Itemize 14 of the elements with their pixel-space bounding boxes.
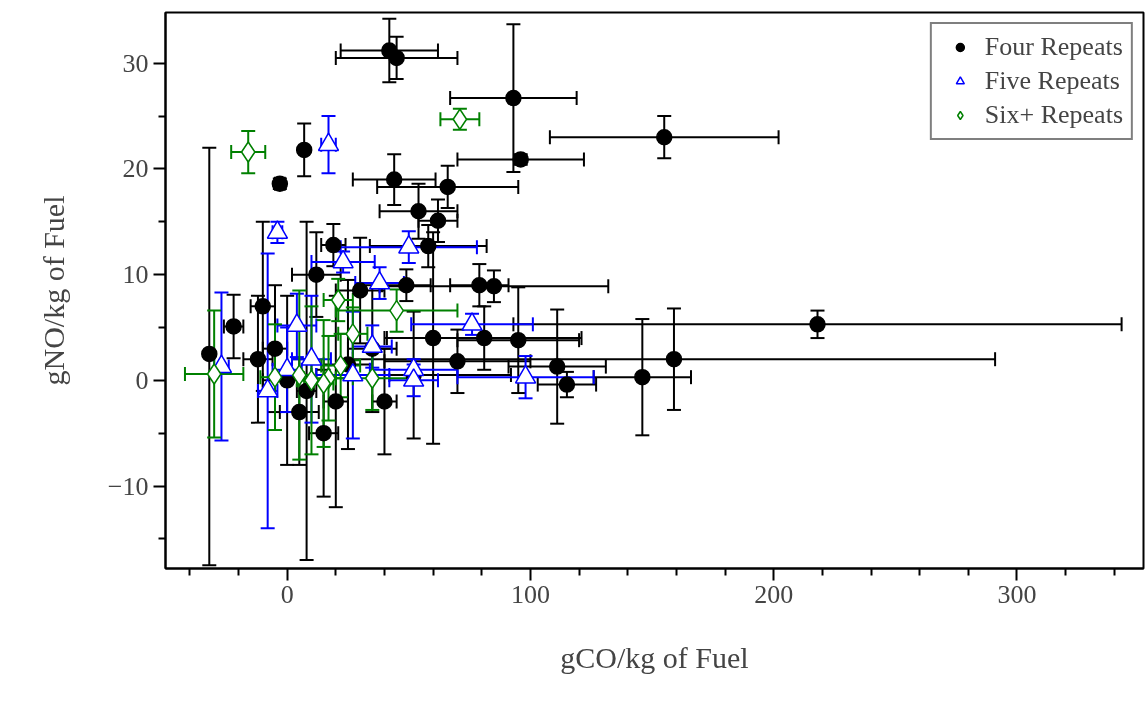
x-tick-label: 300 — [997, 579, 1037, 609]
x-tick-label: 200 — [754, 579, 794, 609]
y-axis-title: gNO/kg of Fuel — [36, 195, 70, 386]
legend-label: Four Repeats — [984, 32, 1123, 62]
legend-label: Five Repeats — [984, 66, 1120, 96]
x-tick-label: 100 — [510, 579, 550, 609]
y-tick-label: 0 — [135, 365, 149, 395]
y-tick-label: 20 — [122, 154, 149, 184]
x-tick-label: 0 — [280, 579, 294, 609]
x-axis-title: gCO/kg of Fuel — [560, 640, 749, 674]
y-tick-label: −10 — [107, 471, 149, 501]
y-tick-label: 10 — [122, 260, 149, 290]
y-tick-label: 30 — [122, 48, 149, 78]
legend-label: Six+ Repeats — [984, 100, 1123, 130]
